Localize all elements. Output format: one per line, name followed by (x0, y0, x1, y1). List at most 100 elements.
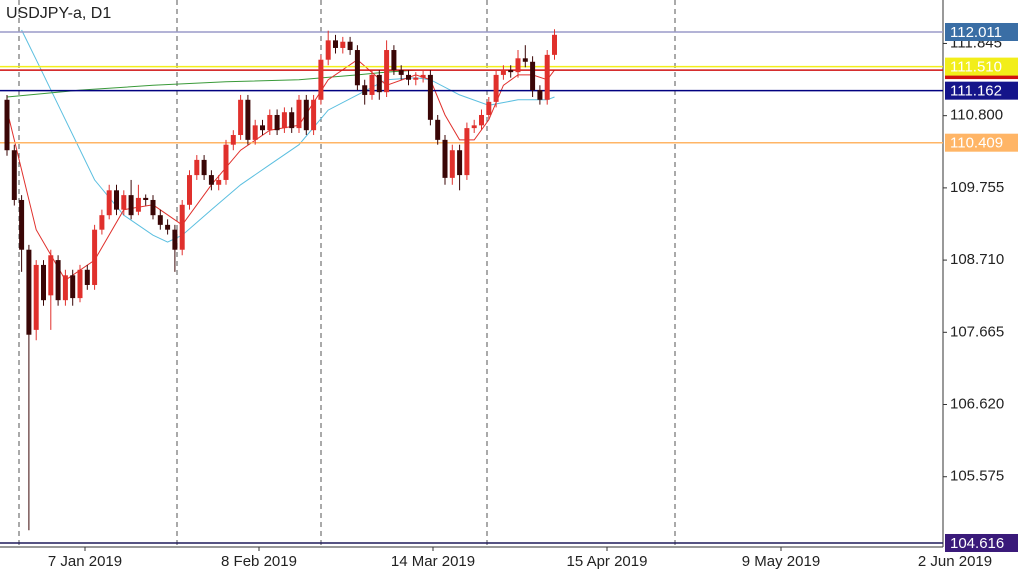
candle-body (77, 269, 83, 299)
candle-body (552, 34, 557, 55)
candle-body (274, 114, 280, 131)
candle-body (99, 215, 105, 230)
candle-body (114, 190, 119, 210)
y-tick-label: 105.575 (950, 468, 1004, 485)
x-tick-label: 2 Jun 2019 (918, 553, 992, 570)
candle-body (347, 41, 353, 51)
candle-body (333, 40, 338, 48)
candle-body (289, 112, 295, 129)
x-tick-label: 14 Mar 2019 (391, 553, 475, 570)
candle-body (449, 150, 455, 178)
candle-body (544, 54, 550, 100)
candle-body (187, 175, 192, 205)
candle-body (92, 229, 98, 285)
candle-body (537, 90, 543, 100)
candle-body (216, 179, 222, 185)
candle-body (303, 99, 309, 131)
candle-body (165, 224, 171, 230)
candle-body (420, 74, 426, 78)
candle-body (26, 249, 32, 335)
candle-body (201, 159, 207, 176)
candle-body (33, 264, 39, 330)
candle-body (245, 99, 251, 140)
y-tick-label: 108.710 (950, 251, 1004, 268)
candle-body (296, 99, 302, 129)
candle-body (362, 85, 368, 95)
candle-body (369, 74, 375, 95)
candle-body (464, 128, 470, 176)
candle-body (11, 150, 17, 200)
candle-body (457, 150, 463, 176)
candle-body (427, 74, 433, 120)
candle-body (522, 58, 528, 62)
candle-body (515, 58, 521, 73)
y-tick-label: 110.800 (950, 107, 1003, 124)
candle-body (208, 175, 214, 185)
candle-body (84, 269, 90, 285)
candle-body (384, 50, 390, 93)
candle-body (48, 255, 54, 296)
price-level-box (945, 57, 1018, 76)
price-level-label: 111.162 (950, 83, 1002, 100)
candle-body (179, 204, 185, 250)
candle-body (325, 40, 331, 60)
candle-body (238, 99, 244, 136)
price-level-label: 104.616 (950, 535, 1004, 552)
candle-body (340, 41, 346, 48)
candle-body (143, 197, 149, 200)
y-tick-label: 109.755 (950, 179, 1004, 196)
candle-body (41, 264, 46, 301)
candle-body (252, 125, 258, 140)
candle-body (471, 125, 477, 129)
x-tick-label: 8 Feb 2019 (221, 553, 297, 570)
candle-body (19, 199, 25, 250)
candle-body (267, 114, 273, 131)
candle-body (172, 229, 178, 250)
candle-body (530, 61, 536, 91)
candle-body (508, 70, 514, 73)
x-tick-label: 9 May 2019 (742, 553, 820, 570)
y-tick-label: 107.665 (950, 323, 1004, 340)
candle-body (55, 260, 61, 301)
candle-body (442, 139, 448, 178)
candle-body (106, 190, 112, 216)
candle-body (121, 195, 127, 210)
candle-body (318, 59, 324, 100)
chart-title: USDJPY-a, D1 (6, 5, 111, 22)
candle-body (4, 99, 10, 151)
price-level-label: 111.510 (950, 59, 1002, 76)
price-level-box (945, 533, 1018, 552)
price-level-label: 110.409 (950, 135, 1003, 152)
candle-body (398, 70, 404, 75)
x-tick-label: 7 Jan 2019 (48, 553, 122, 570)
candle-body (493, 74, 499, 102)
candle-body (62, 275, 68, 301)
candle-body (230, 135, 236, 145)
price-level-label: 112.011 (950, 24, 1002, 41)
candle-body (354, 50, 360, 86)
candle-body (479, 114, 484, 126)
price-level-box (945, 81, 1018, 100)
price-level-box (945, 22, 1018, 41)
candle-body (376, 74, 382, 93)
candle-body (157, 215, 163, 225)
candle-body (70, 275, 76, 299)
candle-body (435, 119, 441, 140)
candle-body (260, 125, 265, 131)
candle-body (500, 70, 506, 75)
moving-average (6, 69, 416, 98)
x-tick-label: 15 Apr 2019 (567, 553, 648, 570)
candle-body (391, 50, 397, 71)
y-tick-label: 106.620 (950, 395, 1004, 412)
candle-body (150, 199, 156, 216)
candle-body (135, 197, 141, 212)
candle-body (194, 159, 200, 176)
price-level-box (945, 133, 1018, 152)
candle-body (406, 74, 411, 80)
candle-body (311, 99, 317, 131)
candle-body (281, 112, 287, 129)
candle-body (413, 77, 419, 80)
candle-body (223, 144, 229, 180)
